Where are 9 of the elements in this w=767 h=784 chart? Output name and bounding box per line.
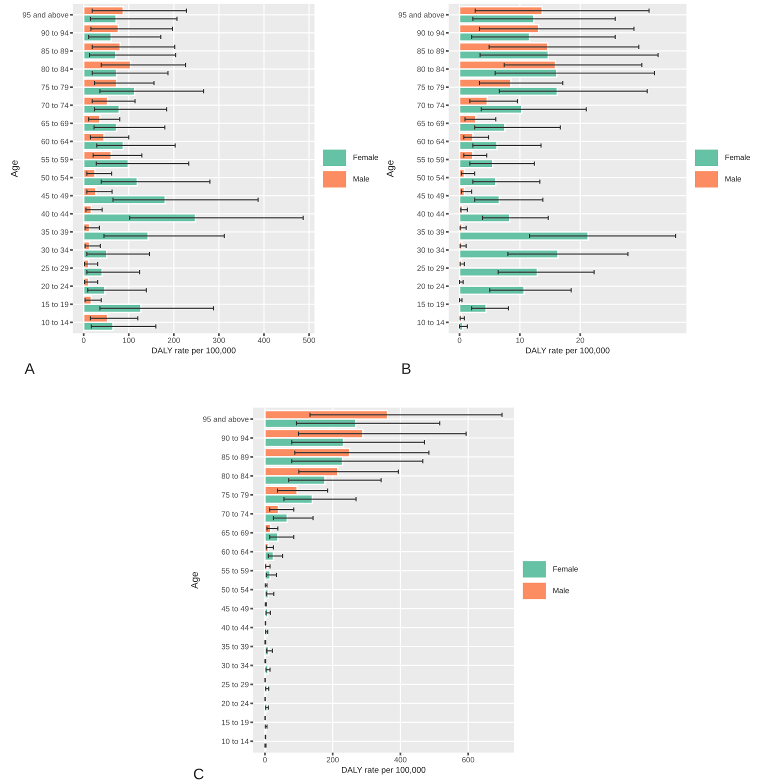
x-axis-title: DALY rate per 100,000	[152, 347, 236, 356]
text: A	[24, 363, 35, 374]
text: B	[402, 363, 411, 374]
x-axis-title: DALY rate per 100,000	[342, 766, 426, 774]
y-axis-title: Age	[191, 572, 200, 589]
y-axis-title: Age	[10, 160, 20, 178]
y-axis-title: Age	[386, 160, 396, 178]
text: C	[194, 768, 204, 780]
x-axis-title: DALY rate per 100,000	[526, 347, 610, 356]
